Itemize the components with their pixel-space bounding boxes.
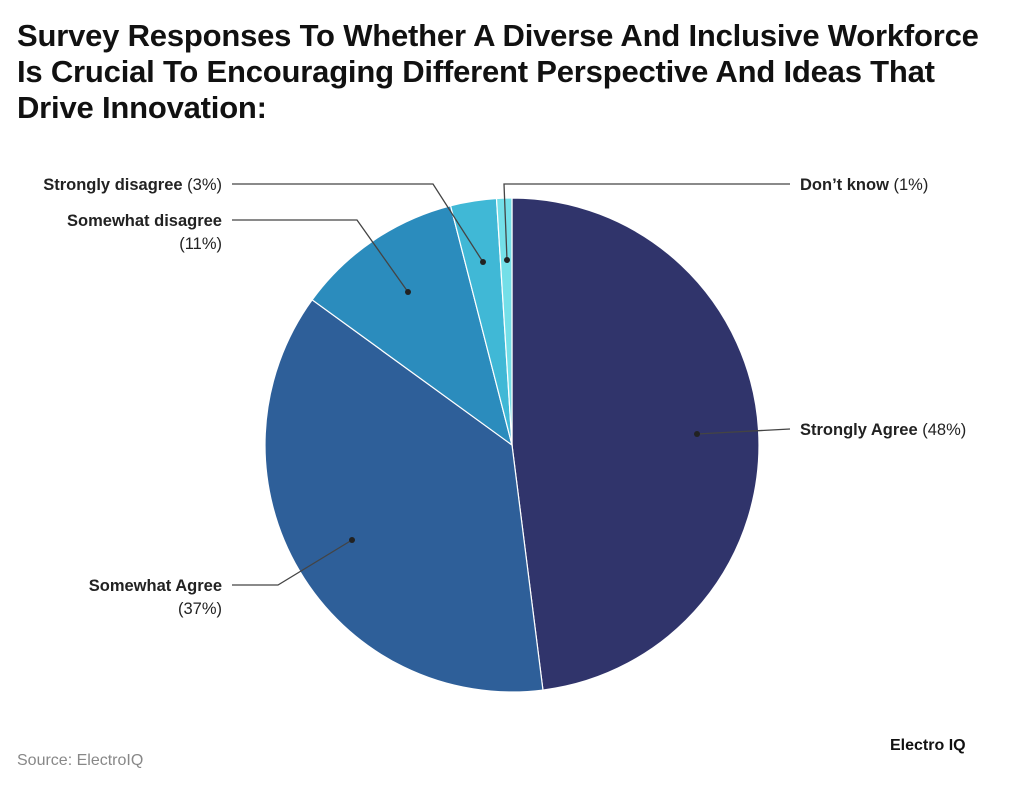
leader-line-strongly-agree — [696, 428, 791, 435]
leader-line-somewhat-disagree — [232, 219, 409, 293]
leader-lines — [232, 183, 791, 586]
leader-line-dont-know — [503, 183, 790, 261]
dot-somewhat-disagree — [405, 289, 411, 295]
label-somewhat-agree: Somewhat Agree — [89, 577, 222, 595]
label-dont-know: Don’t know (1%) — [800, 176, 928, 194]
label-somewhat-disagree: Somewhat disagree — [67, 212, 222, 230]
dot-strongly-agree — [694, 431, 700, 437]
leader-line-somewhat-agree — [232, 539, 353, 586]
pie-slice-strongly-agree — [511, 197, 760, 691]
dot-somewhat-agree — [349, 537, 355, 543]
dot-dont-know — [504, 257, 510, 263]
label-strongly-agree: Strongly Agree (48%) — [800, 421, 966, 439]
pie-slice-somewhat-agree — [264, 298, 544, 693]
pct-somewhat-disagree: (11%) — [179, 235, 222, 253]
pie-slice-somewhat-disagree — [311, 205, 513, 447]
leader-dots — [349, 257, 700, 543]
dot-strongly-disagree — [480, 259, 486, 265]
source-text: Source: ElectroIQ — [17, 752, 144, 769]
pct-somewhat-agree: (37%) — [178, 600, 222, 618]
leader-line-strongly-disagree — [232, 183, 484, 263]
label-strongly-disagree: Strongly disagree (3%) — [43, 176, 222, 194]
chart-title: Survey Responses To Whether A Diverse An… — [17, 18, 979, 125]
electroiq-logo: Electro IQ — [890, 737, 966, 754]
